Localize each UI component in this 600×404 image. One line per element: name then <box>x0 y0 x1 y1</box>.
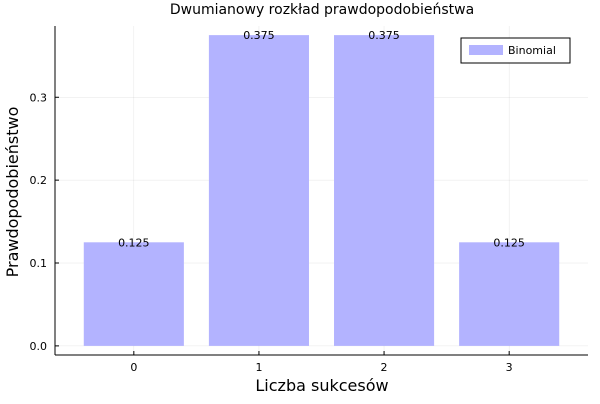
legend-label: Binomial <box>508 44 556 57</box>
legend-swatch <box>469 45 503 55</box>
data-label-1: 0.375 <box>243 29 275 42</box>
bar-1 <box>208 35 309 346</box>
y-tick-label-2: 0.2 <box>30 174 48 187</box>
y-axis-title: Prawdopodobieństwo <box>3 107 22 278</box>
data-labels: 0.125 0.375 0.375 0.125 <box>118 29 525 249</box>
data-label-3: 0.125 <box>493 236 525 249</box>
chart-title: Dwumianowy rozkład prawdopodobieństwa <box>170 2 474 18</box>
x-axis-title: Liczba sukcesów <box>255 376 388 395</box>
bars <box>83 35 560 346</box>
axes: 0 1 2 3 0.0 0.1 0.2 0.3 <box>30 26 588 374</box>
y-tick-label-3: 0.3 <box>30 91 48 104</box>
x-tick-label-1: 1 <box>255 361 262 374</box>
y-tick-label-0: 0.0 <box>30 340 48 353</box>
legend: Binomial <box>460 37 571 64</box>
x-tick-label-0: 0 <box>130 361 137 374</box>
x-tick-label-2: 2 <box>381 361 388 374</box>
x-tick-label-3: 3 <box>506 361 513 374</box>
bar-0 <box>83 242 184 346</box>
data-label-2: 0.375 <box>368 29 400 42</box>
bar-2 <box>334 35 435 346</box>
bar-3 <box>459 242 560 346</box>
y-tick-label-1: 0.1 <box>30 257 48 270</box>
data-label-0: 0.125 <box>118 236 150 249</box>
